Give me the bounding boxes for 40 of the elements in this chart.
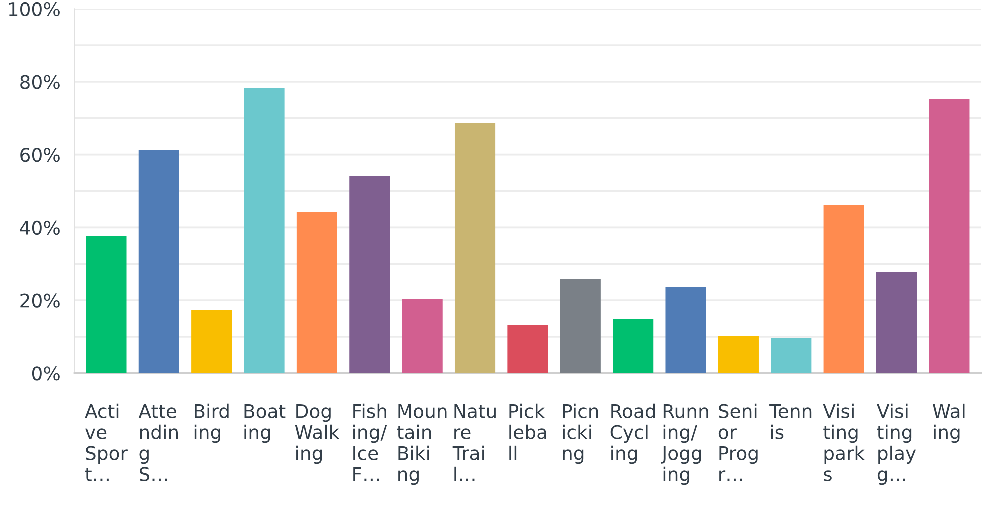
bar <box>718 336 759 374</box>
bar <box>508 325 548 374</box>
x-tick-label: Visi ting play g… <box>877 404 916 486</box>
bar <box>824 205 864 374</box>
x-tick-label: Wal ing <box>933 404 965 444</box>
bar <box>454 123 496 374</box>
y-tick-label: 80% <box>20 75 60 90</box>
bar <box>192 310 232 374</box>
bar <box>666 287 706 374</box>
x-tick-label: Road Cycl ing <box>610 404 656 464</box>
x-tick-label: Atte ndin g S… <box>138 404 178 482</box>
bar <box>350 176 390 374</box>
x-tick-label: Picn icki ng <box>563 404 598 464</box>
y-tick-label: 20% <box>20 294 60 308</box>
bar <box>402 299 443 374</box>
x-tick-label: Pick leba ll <box>510 404 546 460</box>
bar <box>296 212 338 374</box>
bar <box>771 338 812 374</box>
y-tick-label: 40% <box>20 220 60 236</box>
x-tick-label: Moun tain Biki ng <box>397 404 447 486</box>
bar <box>560 279 601 374</box>
x-tick-label: Natu re Trai l… <box>452 404 496 482</box>
bar <box>876 272 918 374</box>
y-tick-label: 60% <box>20 148 60 162</box>
bar <box>138 150 180 374</box>
bar <box>244 88 285 374</box>
x-tick-label: Runn ing/ Jogg ing <box>661 404 708 486</box>
x-tick-label: Acti ve Spor t… <box>85 404 128 482</box>
x-tick-label: Boat ing <box>244 404 286 444</box>
y-tick-label: 0% <box>32 366 60 381</box>
x-tick-label: Fish ing/ Ice F… <box>354 404 388 482</box>
x-tick-label: Seni or Prog r… <box>718 404 758 482</box>
x-tick-label: Tenn is <box>770 404 812 440</box>
bar <box>86 236 127 374</box>
x-tick-label: Visi ting park s <box>823 404 865 482</box>
x-tick-label: Bird ing <box>194 404 229 444</box>
bar <box>613 319 654 374</box>
bar <box>929 99 970 374</box>
y-tick-label: 100% <box>9 2 60 17</box>
x-tick-label: Dog Walk ing <box>295 404 340 464</box>
